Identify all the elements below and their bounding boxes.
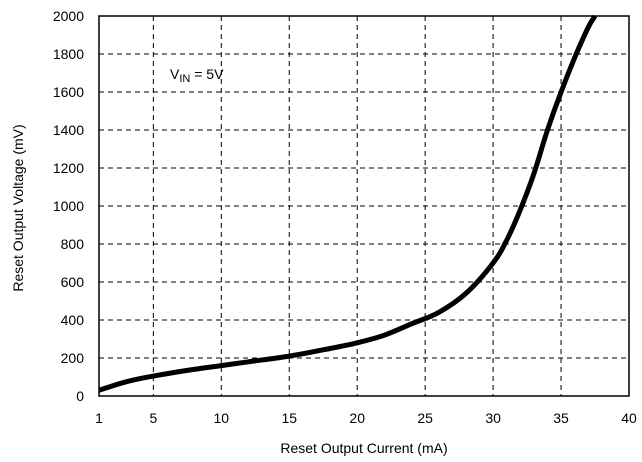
x-tick-label-40: 40	[621, 410, 637, 426]
x-axis-ticks: 1 5 10 15 20 25 30 35 40	[95, 410, 637, 426]
annotation-vin: VIN = 5V	[170, 66, 224, 85]
x-tick-label-30: 30	[485, 410, 501, 426]
x-tick-label-5: 5	[149, 410, 157, 426]
annotation-main: V	[170, 66, 180, 82]
y-tick-label-2000: 2000	[53, 8, 84, 24]
x-tick-label-25: 25	[417, 410, 433, 426]
annotation-suffix: = 5V	[190, 66, 224, 82]
annotation-subscript: IN	[179, 73, 190, 85]
y-tick-label-1400: 1400	[53, 122, 84, 138]
x-axis-label: Reset Output Current (mA)	[280, 440, 447, 456]
x-tick-label-10: 10	[214, 410, 230, 426]
x-tick-label-15: 15	[281, 410, 297, 426]
series-line-0	[98, 14, 598, 393]
y-tick-label-1600: 1600	[53, 84, 84, 100]
y-tick-label-800: 800	[61, 236, 85, 252]
y-tick-label-400: 400	[61, 312, 85, 328]
plot-frame	[98, 15, 630, 397]
y-axis-label: Reset Output Voltage (mV)	[10, 124, 26, 291]
series-layer	[98, 14, 598, 393]
y-axis-ticks: 0 200 400 600 800 1000 1200 1400 1600 1800 2000	[53, 8, 84, 404]
y-tick-label-200: 200	[61, 350, 85, 366]
x-tick-label-1: 1	[95, 410, 103, 426]
y-tick-label-0: 0	[76, 388, 84, 404]
y-tick-label-1800: 1800	[53, 46, 84, 62]
x-tick-label-35: 35	[553, 410, 569, 426]
grid	[99, 16, 629, 396]
y-tick-label-600: 600	[61, 274, 85, 290]
y-tick-label-1200: 1200	[53, 160, 84, 176]
x-tick-label-20: 20	[349, 410, 365, 426]
y-tick-label-1000: 1000	[53, 198, 84, 214]
